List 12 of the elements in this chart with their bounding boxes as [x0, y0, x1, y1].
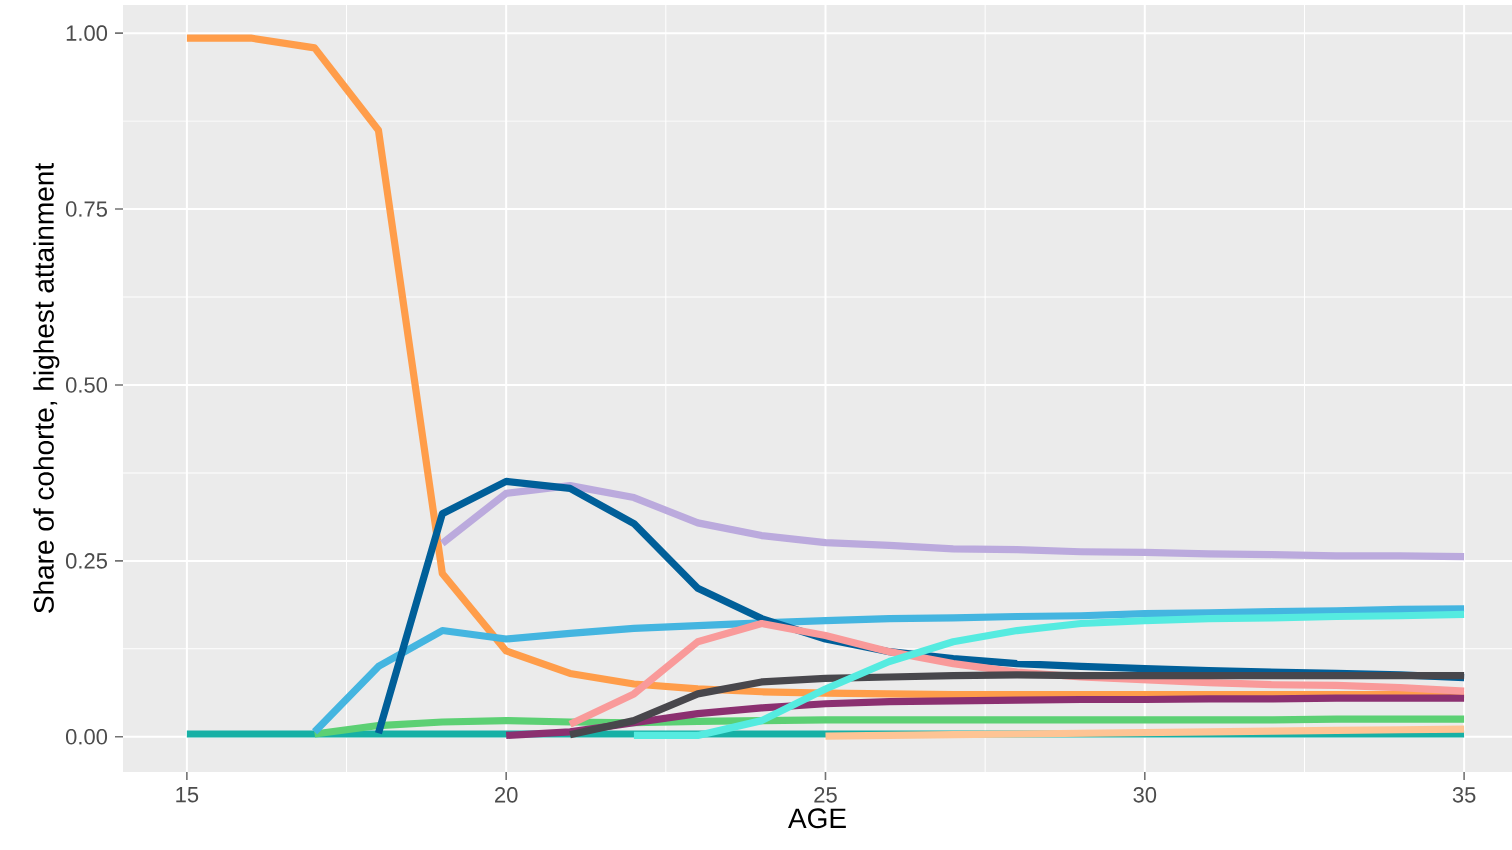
- y-tick-label: 0.50: [65, 377, 108, 393]
- y-tick-label: 0.25: [65, 553, 107, 569]
- y-tick-label: 0.75: [65, 201, 107, 217]
- y-tick-label: 1.00: [66, 25, 108, 41]
- x-tick-label: 25: [814, 787, 837, 803]
- x-tick-label: 35: [1452, 787, 1476, 803]
- x-axis-title: AGE: [788, 808, 846, 829]
- y-tick-label: 0.00: [65, 729, 108, 745]
- x-tick-label: 20: [495, 787, 518, 803]
- x-tick-label: 15: [176, 787, 199, 803]
- x-tick-label: 30: [1133, 787, 1157, 803]
- y-axis-title: Share of cohorte, highest attainment: [33, 163, 60, 613]
